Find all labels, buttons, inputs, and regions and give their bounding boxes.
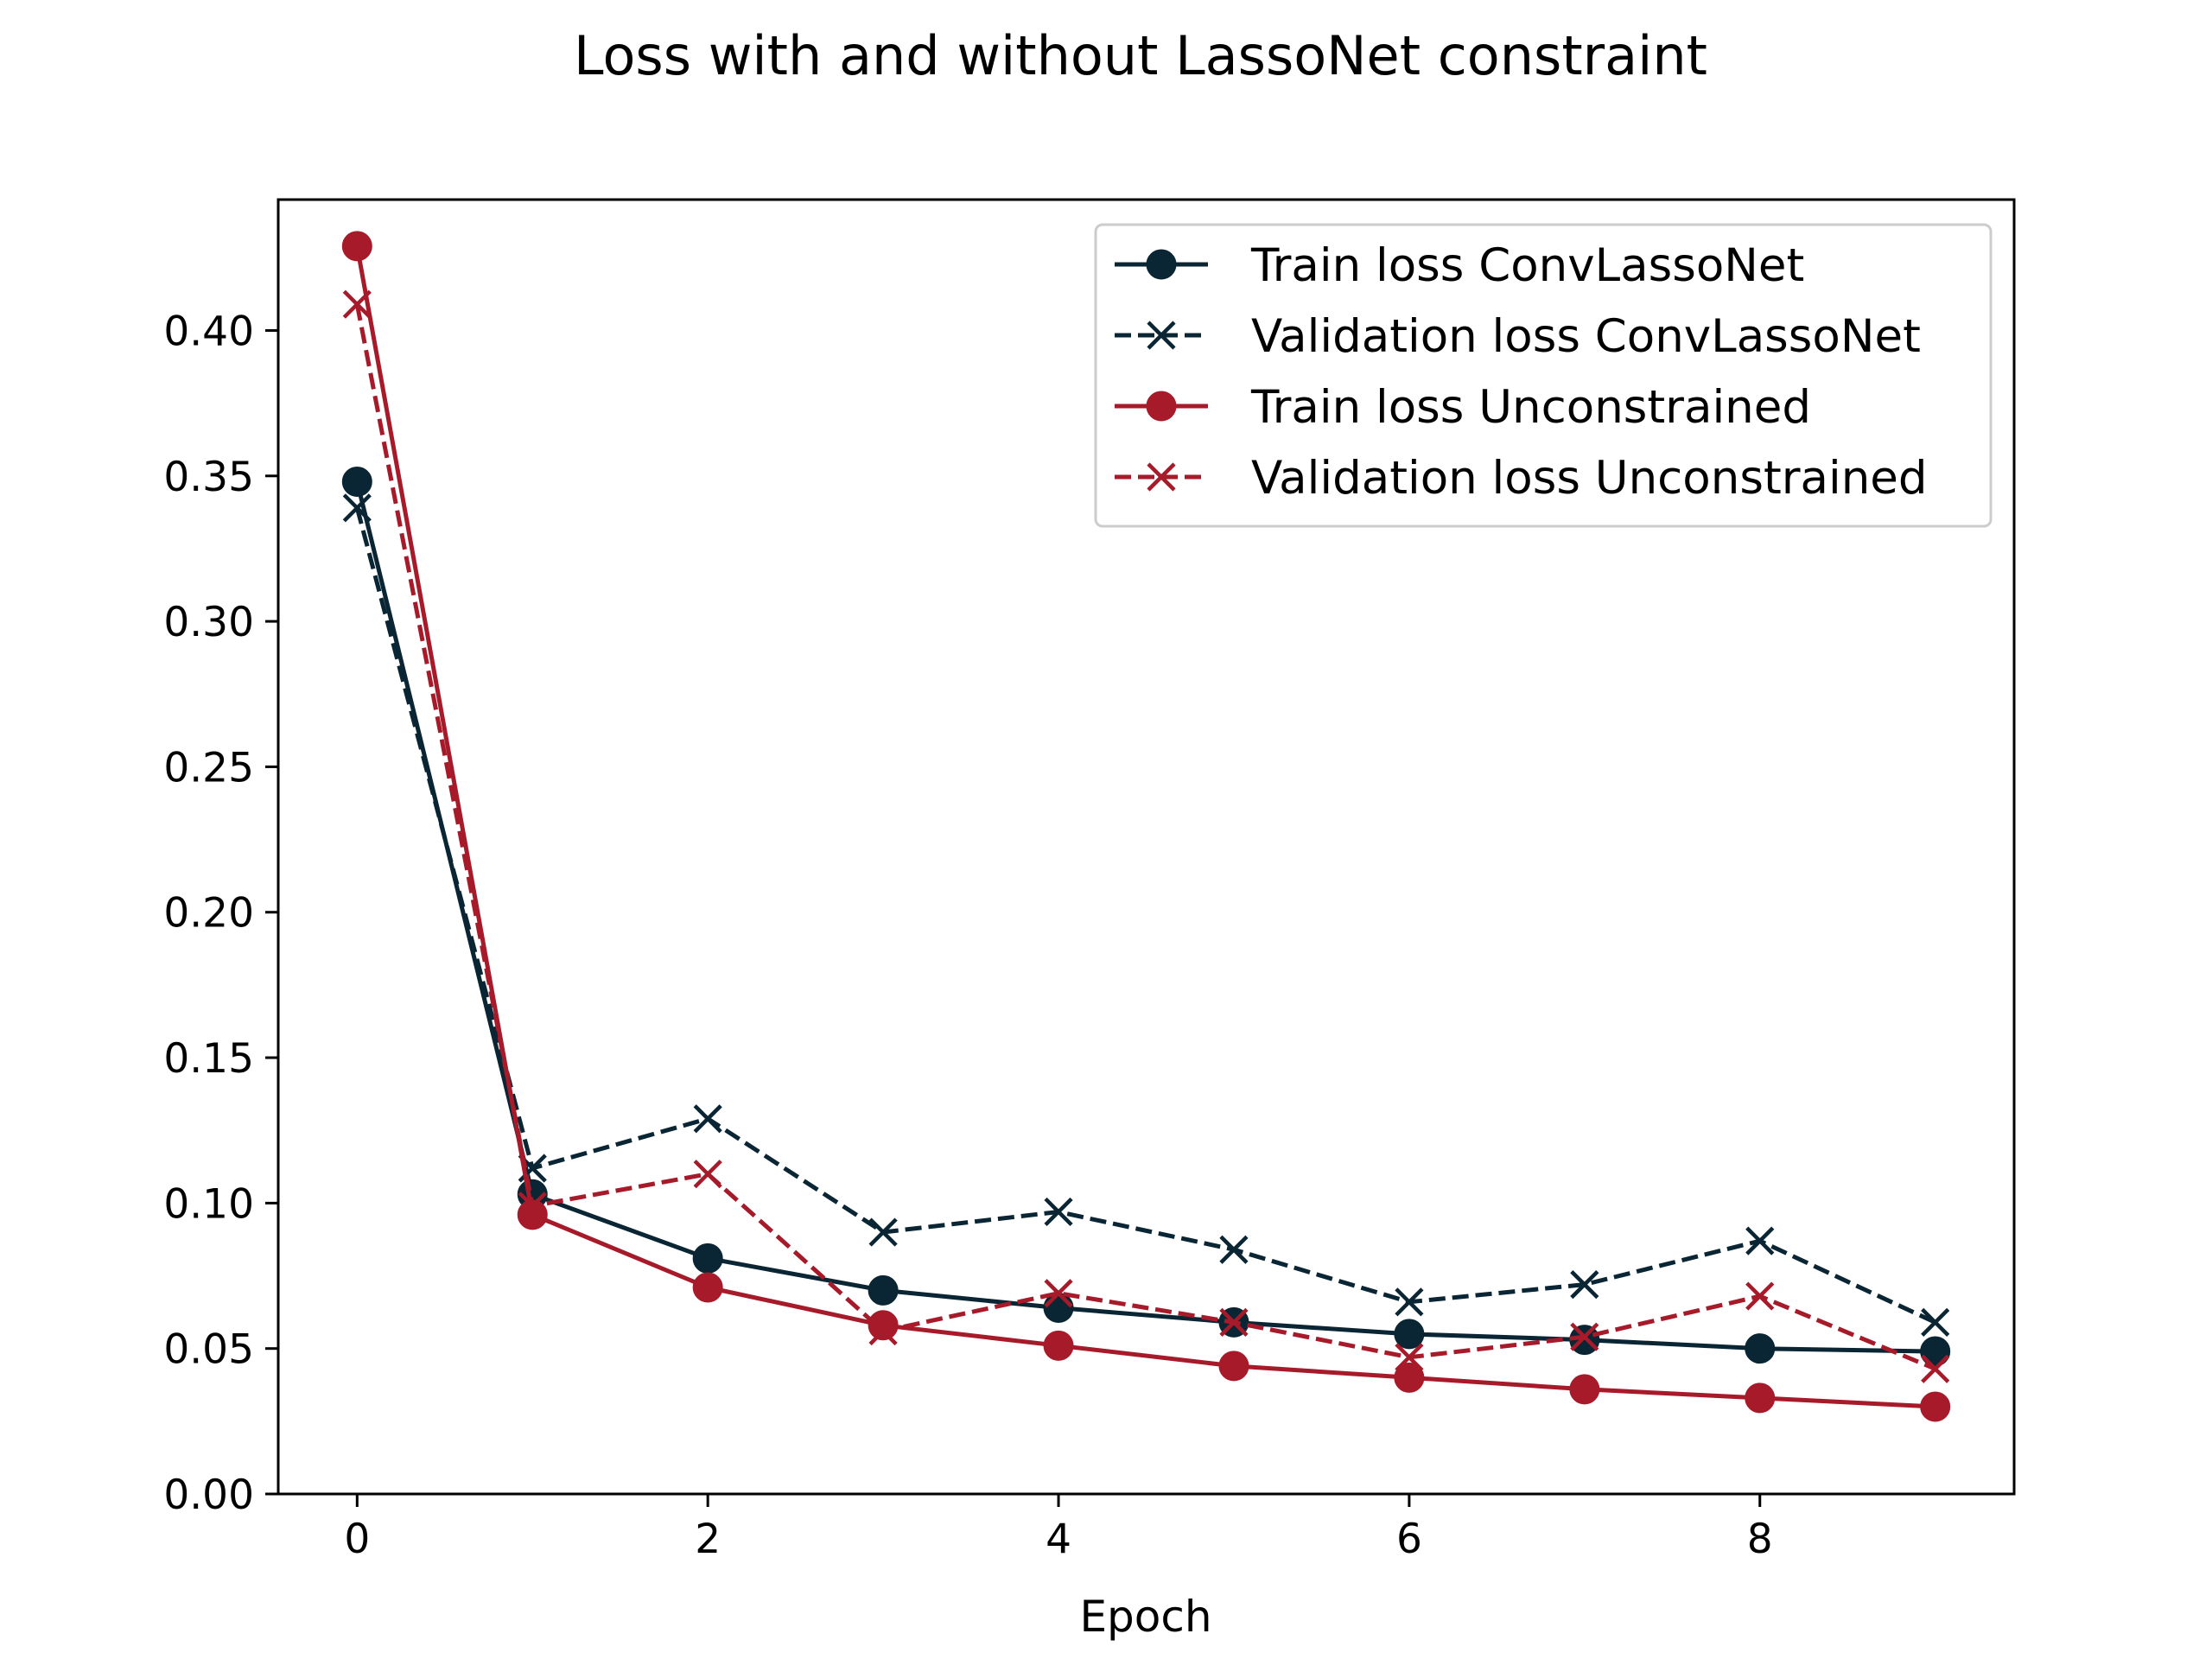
y-tick-label: 0.35: [163, 454, 254, 501]
legend-label: Train loss ConvLassoNet: [1250, 239, 1804, 292]
data-point: [1745, 1382, 1776, 1414]
data-point: [1219, 1307, 1249, 1337]
y-tick-label: 0.00: [163, 1471, 254, 1519]
data-point: [1394, 1362, 1425, 1393]
data-point: [1921, 1354, 1950, 1383]
y-tick-label: 0.40: [163, 308, 254, 355]
chart-title: Loss with and without LassoNet constrain…: [574, 24, 1707, 87]
data-point: [1570, 1322, 1599, 1351]
data-point: [1395, 1343, 1424, 1372]
legend-label: Train loss Unconstrained: [1250, 381, 1811, 434]
data-point: [1745, 1333, 1776, 1364]
series-line: [354, 480, 1936, 1354]
legend-swatch-marker-stroke-b: [1147, 462, 1176, 492]
data-point: [868, 1217, 898, 1247]
data-point: [1044, 1279, 1073, 1308]
data-point-stroke-b: [1921, 1307, 1950, 1337]
data-point: [341, 467, 372, 498]
data-point: [1570, 1270, 1599, 1300]
y-tick-label: 0.20: [163, 890, 254, 938]
plot-area-frame: [276, 198, 2016, 1496]
data-point-stroke-b: [1219, 1235, 1249, 1264]
data-point: [1043, 1330, 1074, 1361]
data-point-stroke-b: [693, 1160, 722, 1189]
x-tick-label: 0: [344, 1516, 370, 1563]
data-point-stroke-b: [1570, 1270, 1599, 1300]
data-point: [1745, 1281, 1775, 1311]
data-point-stroke-b: [1570, 1322, 1599, 1351]
x-tick-label: 4: [1046, 1516, 1071, 1563]
x-tick-label: 8: [1747, 1516, 1773, 1563]
x-axis-label: Epoch: [1079, 1592, 1211, 1642]
series-3: [342, 289, 1950, 1383]
legend: Train loss ConvLassoNet Validation loss C…: [1094, 223, 1993, 528]
y-tick-label: 0.05: [163, 1326, 254, 1374]
data-point-stroke-b: [1044, 1197, 1073, 1227]
data-point: [341, 231, 372, 262]
y-tick-label: 0.15: [163, 1035, 254, 1083]
data-point: [518, 1192, 547, 1221]
data-point: [868, 1274, 899, 1306]
series-2: [341, 231, 1951, 1422]
y-tick-label: 0.30: [163, 599, 254, 646]
data-point-stroke-b: [693, 1104, 722, 1134]
data-point-stroke-b: [342, 289, 372, 319]
data-point: [1395, 1287, 1424, 1317]
data-point: [342, 289, 372, 319]
data-point-stroke-b: [342, 493, 372, 523]
data-point-stroke-b: [1044, 1279, 1073, 1308]
series-line: [354, 245, 1936, 1409]
data-point-stroke-b: [1395, 1287, 1424, 1317]
data-point: [868, 1316, 898, 1346]
data-point: [1920, 1336, 1951, 1367]
data-point: [1394, 1319, 1425, 1350]
data-point: [1219, 1235, 1249, 1264]
x-tick-label: 2: [695, 1516, 721, 1563]
data-point: [1044, 1197, 1073, 1227]
x-tick-label: 6: [1396, 1516, 1422, 1563]
data-point-stroke-b: [1745, 1281, 1775, 1311]
x-axis: 0 2 4 6 8: [344, 1494, 1773, 1563]
data-point: [1745, 1226, 1775, 1255]
data-point-stroke-b: [518, 1192, 547, 1221]
legend-swatch-marker-stroke-b: [1147, 321, 1176, 350]
data-point: [693, 1160, 722, 1189]
y-tick-label: 0.10: [163, 1180, 254, 1228]
data-point: [1569, 1374, 1600, 1405]
data-point-stroke-b: [1395, 1343, 1424, 1372]
data-point-stroke-b: [1921, 1354, 1950, 1383]
data-point-stroke-b: [868, 1316, 898, 1346]
legend-swatch-marker: [1146, 249, 1177, 280]
y-axis: 0.00 0.05 0.10 0.15 0.20 0.25 0.30 0.35 0.40: [163, 308, 278, 1519]
series-1: [342, 493, 1950, 1337]
legend-swatch-marker: [1146, 391, 1177, 422]
y-tick-label: 0.25: [163, 744, 254, 791]
legend-label: Validation loss Unconstrained: [1251, 452, 1928, 505]
data-point: [868, 1310, 899, 1341]
data-point: [1920, 1391, 1951, 1422]
legend-swatch-marker: [1147, 462, 1176, 492]
data-point-stroke-b: [1745, 1226, 1775, 1255]
legend-box: [1094, 223, 1993, 528]
data-point: [1218, 1351, 1249, 1382]
data-point-stroke-b: [1219, 1307, 1249, 1337]
legend-label: Validation loss ConvLassoNet: [1251, 310, 1921, 363]
data-point: [692, 1272, 723, 1303]
data-point: [1921, 1307, 1950, 1337]
data-point: [692, 1243, 723, 1274]
data-point: [342, 493, 372, 523]
series-layer: [341, 231, 1951, 1422]
series-line: [354, 303, 1936, 1371]
series-line: [354, 507, 1936, 1325]
data-point-stroke-b: [868, 1217, 898, 1247]
legend-swatch-marker: [1147, 321, 1176, 350]
data-point: [693, 1104, 722, 1134]
